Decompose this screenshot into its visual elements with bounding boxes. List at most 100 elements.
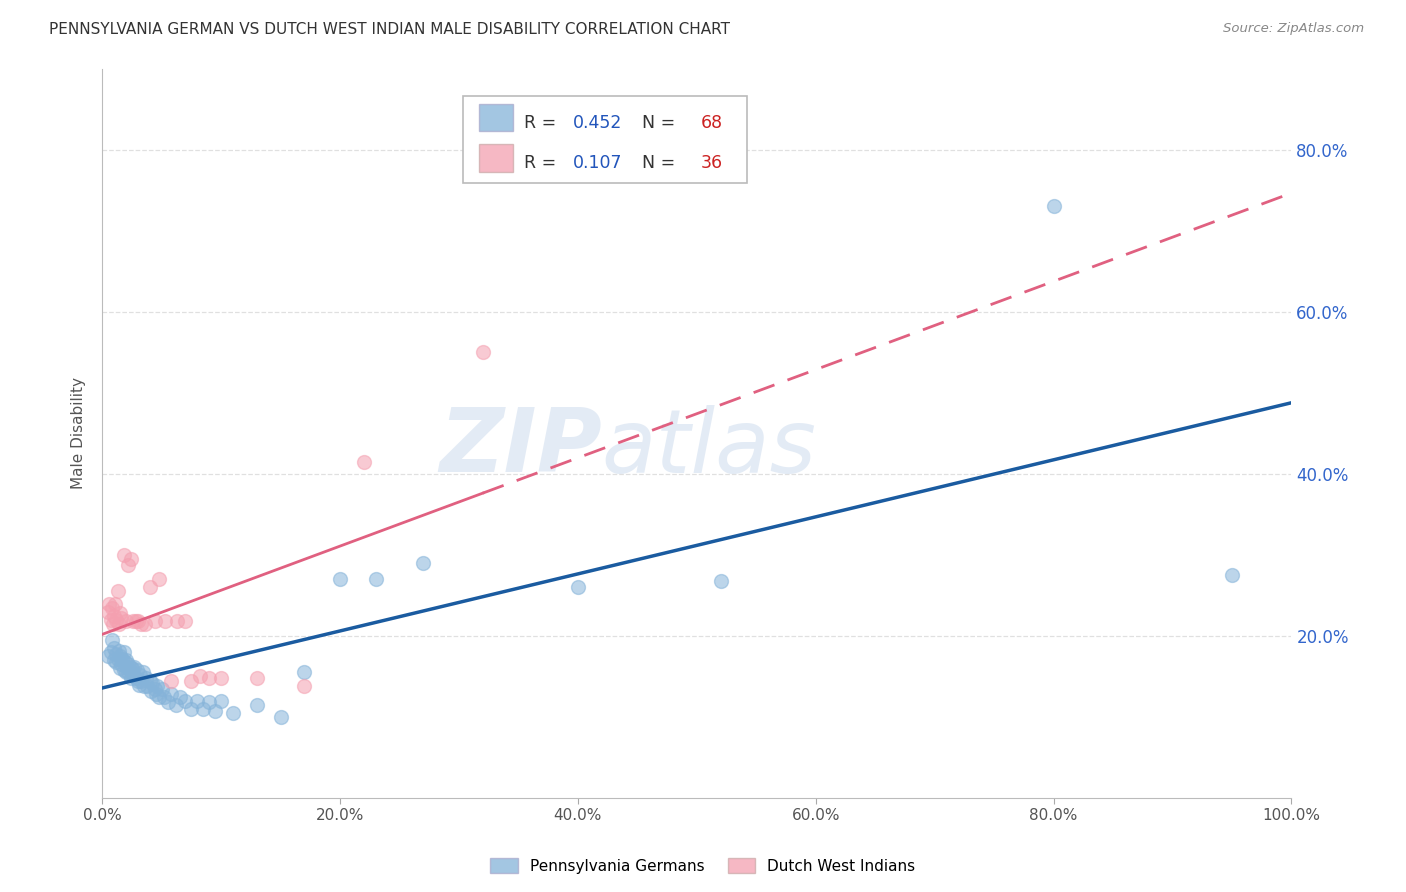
Point xyxy=(292,665,315,680)
Point xyxy=(124,659,146,673)
Point xyxy=(120,552,142,566)
Text: N =: N = xyxy=(631,114,681,132)
Point xyxy=(131,616,153,631)
Point xyxy=(1042,199,1064,213)
Legend: Pennsylvania Germans, Dutch West Indians: Pennsylvania Germans, Dutch West Indians xyxy=(484,852,922,880)
Point xyxy=(101,616,124,631)
Point xyxy=(169,690,191,704)
FancyBboxPatch shape xyxy=(463,96,747,183)
Point xyxy=(107,651,129,665)
Point xyxy=(115,615,138,629)
Point xyxy=(180,673,202,688)
Point xyxy=(108,616,131,631)
Point xyxy=(156,695,179,709)
Point xyxy=(105,613,128,627)
Point xyxy=(329,572,352,586)
Point xyxy=(108,661,131,675)
Point xyxy=(148,690,170,704)
Point xyxy=(353,455,375,469)
Point xyxy=(121,661,143,675)
Point xyxy=(100,645,122,659)
Point xyxy=(292,679,315,693)
Point xyxy=(131,673,153,688)
Point xyxy=(209,671,232,685)
Point xyxy=(122,615,145,629)
Text: 0.107: 0.107 xyxy=(574,154,623,172)
Point xyxy=(165,698,187,712)
Point xyxy=(105,647,128,661)
Point xyxy=(143,615,166,629)
Point xyxy=(104,597,127,611)
Text: Source: ZipAtlas.com: Source: ZipAtlas.com xyxy=(1223,22,1364,36)
Point xyxy=(139,580,162,594)
Point xyxy=(108,649,131,664)
Point xyxy=(112,548,135,562)
Point xyxy=(166,615,188,629)
Point xyxy=(270,710,292,724)
Text: PENNSYLVANIA GERMAN VS DUTCH WEST INDIAN MALE DISABILITY CORRELATION CHART: PENNSYLVANIA GERMAN VS DUTCH WEST INDIAN… xyxy=(49,22,730,37)
Point xyxy=(198,695,221,709)
Point xyxy=(139,684,162,698)
Point xyxy=(145,687,167,701)
Point xyxy=(412,556,434,570)
Point xyxy=(209,694,232,708)
Text: 36: 36 xyxy=(700,154,723,172)
Point xyxy=(131,665,153,680)
Point xyxy=(710,574,733,588)
Point xyxy=(124,671,146,685)
Point xyxy=(100,600,122,615)
Text: N =: N = xyxy=(631,154,681,172)
Point xyxy=(188,669,211,683)
Point xyxy=(132,679,155,693)
Point xyxy=(471,345,494,359)
Point xyxy=(198,671,221,685)
Point xyxy=(122,668,145,682)
Point xyxy=(246,671,269,685)
Point xyxy=(143,681,166,696)
Point xyxy=(186,694,208,708)
Point xyxy=(120,671,142,685)
Point xyxy=(127,615,149,629)
Point xyxy=(124,615,146,629)
Point xyxy=(110,611,132,625)
Point xyxy=(160,687,183,701)
Y-axis label: Male Disability: Male Disability xyxy=(72,377,86,490)
Point xyxy=(222,706,245,720)
Point xyxy=(174,615,197,629)
Point xyxy=(129,668,152,682)
Point xyxy=(97,649,120,664)
Point xyxy=(100,613,122,627)
Point xyxy=(1220,568,1243,582)
Point xyxy=(150,681,173,696)
Point xyxy=(160,673,183,688)
Point xyxy=(117,665,139,680)
Point xyxy=(155,615,177,629)
Point xyxy=(148,572,170,586)
FancyBboxPatch shape xyxy=(479,103,513,131)
Point xyxy=(117,657,139,672)
Text: 0.452: 0.452 xyxy=(574,114,623,132)
Text: atlas: atlas xyxy=(602,405,817,491)
Text: ZIP: ZIP xyxy=(439,404,602,491)
Text: R =: R = xyxy=(524,154,562,172)
Text: 68: 68 xyxy=(700,114,723,132)
Point xyxy=(193,702,215,716)
Point xyxy=(103,653,125,667)
Point xyxy=(125,663,148,677)
Point xyxy=(103,608,125,623)
Point xyxy=(108,606,131,620)
Point xyxy=(115,653,138,667)
Point xyxy=(108,643,131,657)
Point xyxy=(103,641,125,656)
FancyBboxPatch shape xyxy=(479,144,513,171)
Point xyxy=(174,694,197,708)
Point xyxy=(204,704,226,718)
Point xyxy=(114,655,136,669)
Point xyxy=(127,673,149,688)
Point xyxy=(146,679,169,693)
Point xyxy=(105,655,128,669)
Point xyxy=(118,663,141,677)
Point xyxy=(180,702,202,716)
Point xyxy=(134,616,156,631)
Point xyxy=(112,663,135,677)
